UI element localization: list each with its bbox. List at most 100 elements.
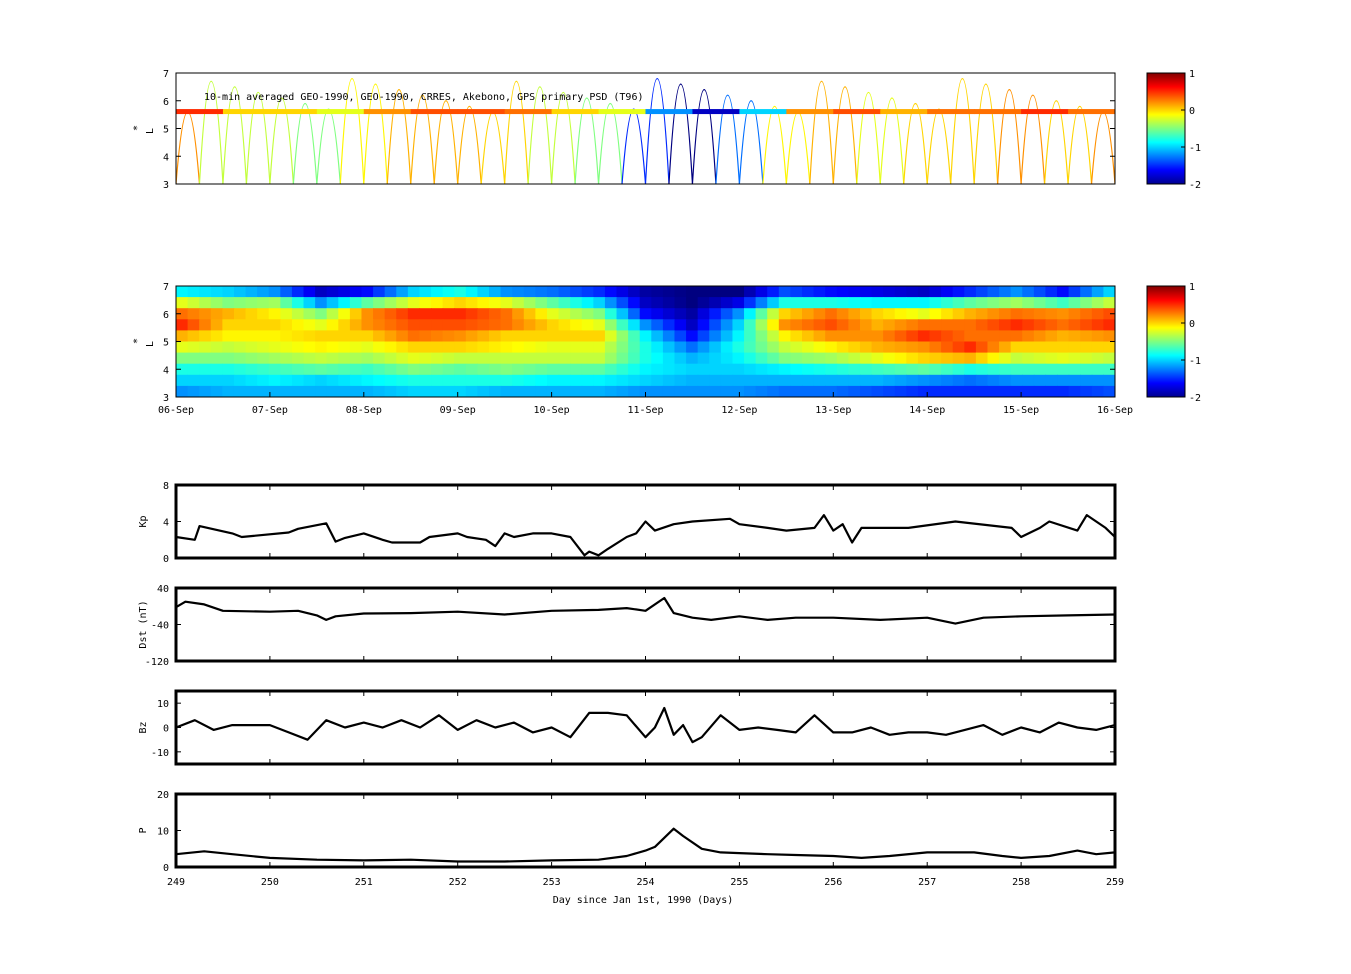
x-tick-label: 10-Sep (534, 405, 570, 416)
psd-orbit-track (316, 108, 341, 184)
heatmap-cell (836, 363, 849, 376)
heatmap-cell (987, 297, 1000, 309)
heatmap-cell (338, 330, 351, 343)
heatmap-cell (407, 374, 421, 387)
heatmap-cell (628, 330, 641, 343)
heatmap-cell (987, 385, 1000, 397)
heatmap-cell (1010, 352, 1023, 365)
heatmap-cell (651, 352, 664, 365)
heatmap-cell (558, 308, 571, 320)
heatmap-cell (442, 363, 455, 376)
heatmap-cell (825, 308, 838, 320)
heatmap-cell (326, 374, 339, 387)
heatmap-cell (674, 286, 687, 298)
heatmap-cell (1080, 363, 1093, 376)
heatmap-cell (280, 374, 293, 387)
heatmap-cell (1091, 330, 1105, 343)
heatmap-cell (176, 330, 189, 343)
heatmap-cell (477, 319, 490, 331)
heatmap-cell (604, 352, 618, 365)
panel2-x-ticks: 06-Sep 07-Sep 08-Sep 09-Sep 10-Sep 11-Sep 12-S… (158, 392, 1133, 416)
heatmap-cell (1103, 374, 1115, 387)
heatmap-cell (1010, 297, 1023, 309)
heatmap-cell (1022, 286, 1035, 298)
psd-geo-band (176, 109, 224, 115)
heatmap-cell (268, 297, 281, 309)
x-tick-label: 11-Sep (627, 405, 663, 416)
heatmap-cell (1045, 297, 1058, 309)
heatmap-cell (917, 341, 931, 354)
psd-geo-band (410, 109, 459, 115)
heatmap-cell (1103, 385, 1115, 397)
heatmap-cell (1057, 352, 1070, 365)
heatmap-cell (257, 319, 270, 331)
heatmap-cell (407, 330, 421, 343)
heatmap-cell (593, 308, 606, 320)
x-tick-label: 09-Sep (440, 405, 476, 416)
panel-dst-ylabel: Dst (nT) (138, 600, 149, 648)
heatmap-cell (361, 385, 374, 397)
psd-geo-band (739, 109, 787, 115)
heatmap-cell (477, 297, 490, 309)
heatmap-cell (894, 374, 907, 387)
heatmap-cell (1068, 286, 1081, 298)
heatmap-cell (268, 374, 281, 387)
heatmap-cell (396, 297, 409, 309)
heatmap-cell (697, 363, 710, 376)
heatmap-cell (187, 319, 200, 331)
heatmap-cell (396, 308, 409, 320)
heatmap-cell (686, 330, 699, 343)
heatmap-cell (941, 330, 954, 343)
x-tick-label: 12-Sep (721, 405, 757, 416)
heatmap-cell (906, 352, 919, 365)
panel-p-ylabel: P (138, 827, 149, 833)
heatmap-cell (233, 297, 247, 309)
heatmap-cell (616, 308, 629, 320)
heatmap-cell (512, 363, 525, 376)
heatmap-cell (245, 308, 258, 320)
heatmap-cell (477, 352, 490, 365)
panel2-ylabel-sup: * (132, 338, 143, 344)
heatmap-cell (570, 341, 583, 354)
heatmap-cell (720, 286, 734, 298)
heatmap-cell (407, 363, 421, 376)
heatmap-cell (431, 385, 444, 397)
heatmap-cell (732, 297, 745, 309)
heatmap-cell (442, 286, 455, 298)
panel-kp-series (175, 514, 1116, 557)
heatmap-cell (523, 385, 536, 397)
heatmap-cell (465, 374, 479, 387)
heatmap-cell (315, 385, 328, 397)
heatmap-cell (245, 297, 258, 309)
heatmap-cell (616, 286, 629, 298)
heatmap-cell (767, 341, 780, 354)
heatmap-cell (720, 297, 734, 309)
colorbar-1-gradient (1146, 72, 1186, 185)
heatmap-cell (581, 352, 594, 365)
heatmap-cell (604, 363, 618, 376)
heatmap-cell (732, 363, 745, 376)
heatmap-cell (303, 286, 316, 298)
heatmap-cell (790, 363, 803, 376)
heatmap-cell (999, 330, 1012, 343)
heatmap-cell (454, 330, 467, 343)
heatmap-cell (1103, 341, 1115, 354)
heatmap-cell (396, 363, 409, 376)
heatmap-cell (802, 286, 815, 298)
heatmap-cell (616, 330, 629, 343)
heatmap-cell (987, 319, 1000, 331)
heatmap-cell (709, 308, 722, 320)
heatmap-cell (906, 330, 919, 343)
psd-orbit-track (176, 111, 201, 184)
heatmap-cell (952, 330, 965, 343)
heatmap-cell (628, 385, 641, 397)
heatmap-cell (755, 363, 768, 376)
heatmap-cell (674, 341, 687, 354)
heatmap-cell (1068, 352, 1081, 365)
heatmap-cell (558, 341, 571, 354)
panel1-ylabel-sup: * (132, 125, 143, 131)
psd-geo-band (598, 109, 646, 115)
heatmap-cell (303, 297, 316, 309)
heatmap-cell (720, 352, 734, 365)
heatmap-cell (349, 286, 363, 298)
